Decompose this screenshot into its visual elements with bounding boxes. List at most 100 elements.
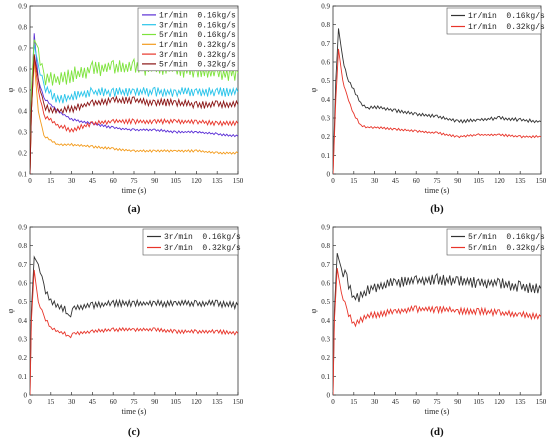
y-tick-label: 0.3	[18, 336, 27, 344]
y-axis-label: φ	[6, 87, 15, 92]
legend-entry: 1r/min 0.32kg/s	[468, 23, 545, 32]
x-axis-label: time (s)	[122, 407, 147, 416]
y-tick-label: 0.7	[321, 40, 330, 48]
x-tick-label: 105	[473, 177, 484, 185]
y-tick-label: 0.5	[321, 298, 330, 306]
y-tick-label: 0.7	[18, 45, 27, 53]
y-tick-label: 0.2	[18, 150, 27, 158]
x-tick-label: 120	[494, 398, 505, 406]
x-tick-label: 120	[494, 177, 505, 185]
series-line-2	[333, 48, 541, 174]
y-tick-label: 0.3	[321, 115, 330, 123]
x-tick-label: 105	[473, 398, 484, 406]
legend-box	[446, 228, 542, 256]
y-tick-label: 0.6	[321, 280, 330, 288]
x-tick-label: 150	[536, 177, 547, 185]
legend-entry: 5r/min 0.32kg/s	[159, 61, 236, 70]
y-tick-label: 0.7	[321, 261, 330, 269]
x-tick-label: 45	[89, 398, 97, 406]
x-tick-label: 60	[110, 177, 118, 185]
y-tick-label: 0.3	[321, 336, 330, 344]
series-line-6	[30, 54, 238, 174]
x-tick-label: 150	[536, 398, 547, 406]
y-tick-label: 0.7	[18, 261, 27, 269]
y-tick-label: 0.9	[18, 3, 27, 11]
x-tick-label: 60	[413, 177, 421, 185]
legend-entry: 3r/min 0.32kg/s	[164, 244, 241, 253]
y-tick-label: 0.6	[321, 59, 330, 67]
panel-label: (c)	[128, 426, 141, 438]
x-tick-label: 135	[515, 398, 526, 406]
y-tick-label: 0.8	[18, 242, 27, 250]
x-tick-label: 105	[170, 398, 181, 406]
x-tick-label: 60	[413, 398, 421, 406]
series-line-2	[30, 269, 238, 395]
legend-entry: 3r/min 0.16kg/s	[164, 233, 241, 242]
series-line-1	[333, 28, 541, 174]
y-tick-label: 0.2	[321, 133, 330, 141]
series-line-1	[30, 255, 238, 395]
legend-entry: 3r/min 0.16kg/s	[159, 21, 236, 30]
series-line-3	[30, 39, 238, 174]
x-axis-label: time (s)	[122, 186, 147, 195]
x-tick-label: 75	[131, 398, 139, 406]
legend-entry: 1r/min 0.16kg/s	[159, 12, 236, 21]
legend-entry: 3r/min 0.32kg/s	[159, 51, 236, 60]
y-tick-label: 0.1	[321, 152, 330, 160]
y-tick-label: 0.1	[321, 373, 330, 381]
series-line-5	[30, 56, 238, 174]
x-tick-label: 120	[191, 177, 202, 185]
y-tick-label: 0	[24, 392, 28, 400]
legend-entry: 5r/min 0.16kg/s	[468, 233, 545, 242]
y-tick-label: 0.4	[321, 317, 330, 325]
y-tick-label: 0.5	[18, 298, 27, 306]
x-tick-label: 90	[151, 177, 159, 185]
x-tick-label: 30	[371, 177, 379, 185]
x-tick-label: 75	[131, 177, 139, 185]
x-tick-label: 15	[350, 177, 358, 185]
y-tick-label: 0.8	[18, 24, 27, 32]
panel-label: (b)	[430, 203, 444, 215]
x-tick-label: 135	[515, 177, 526, 185]
y-tick-label: 0.5	[18, 87, 27, 95]
panel-label: (a)	[128, 203, 141, 215]
x-tick-label: 75	[434, 398, 442, 406]
y-tick-label: 0.1	[18, 171, 27, 179]
series-line-4	[30, 60, 238, 174]
legend-box	[137, 7, 239, 72]
y-tick-label: 0.8	[321, 242, 330, 250]
y-tick-label: 0.9	[321, 224, 330, 232]
x-tick-label: 90	[454, 398, 462, 406]
x-tick-label: 0	[28, 177, 32, 185]
panel-label: (d)	[430, 426, 444, 438]
x-tick-label: 45	[392, 177, 400, 185]
x-tick-label: 30	[68, 177, 76, 185]
x-axis-label: time (s)	[425, 186, 450, 195]
series-line-2	[30, 43, 238, 174]
y-tick-label: 0.9	[321, 3, 330, 11]
y-tick-label: 0.6	[18, 280, 27, 288]
x-tick-label: 135	[212, 398, 223, 406]
x-tick-label: 15	[350, 398, 358, 406]
y-tick-label: 0.2	[18, 354, 27, 362]
x-tick-label: 150	[233, 177, 244, 185]
x-tick-label: 0	[331, 398, 335, 406]
series-line-2	[333, 268, 541, 395]
chart-panel-3: 0 15 30 45 60 75 90 105 120 135 150 0 0.1 0.2 0.3 0.4 0.…	[6, 224, 244, 439]
x-tick-label: 90	[454, 177, 462, 185]
y-axis-label: φ	[6, 308, 15, 313]
x-tick-label: 135	[212, 177, 223, 185]
x-tick-label: 60	[110, 398, 118, 406]
y-tick-label: 0.2	[321, 354, 330, 362]
y-tick-label: 0.1	[18, 373, 27, 381]
y-tick-label: 0.4	[18, 317, 27, 325]
legend-box	[142, 228, 239, 256]
legend-box	[446, 7, 542, 35]
y-tick-label: 0	[327, 392, 331, 400]
x-tick-label: 150	[233, 398, 244, 406]
x-tick-label: 30	[68, 398, 76, 406]
y-axis-label: φ	[309, 308, 318, 313]
y-tick-label: 0.4	[321, 96, 330, 104]
x-tick-label: 15	[47, 398, 55, 406]
